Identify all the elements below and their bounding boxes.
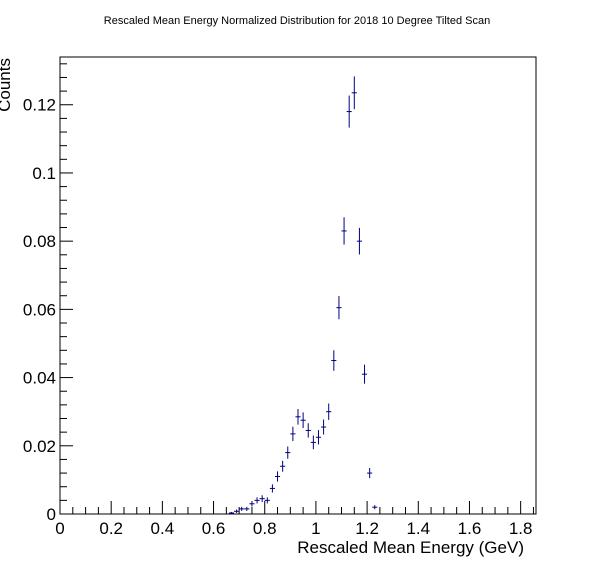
- data-point: [305, 423, 311, 438]
- plot-frame: [59, 56, 537, 515]
- x-tick-label: 0.6: [202, 519, 226, 538]
- x-tick-label: 0.8: [253, 519, 277, 538]
- y-axis-label: Counts: [0, 58, 14, 112]
- data-point: [315, 430, 322, 445]
- data-point: [321, 419, 327, 435]
- data-point: [372, 505, 378, 510]
- data-point: [346, 95, 352, 128]
- x-tick-label: 1.2: [355, 519, 379, 538]
- data-point: [331, 350, 337, 371]
- data-point: [290, 426, 296, 442]
- data-point: [351, 76, 357, 110]
- x-tick-label: 1.4: [406, 519, 430, 538]
- y-tick-label: 0.04: [23, 369, 56, 388]
- data-point: [264, 497, 270, 504]
- x-tick-label: 0: [55, 519, 64, 538]
- y-tick-label: 0.02: [23, 437, 56, 456]
- x-tick-label: 1: [311, 519, 320, 538]
- data-point: [259, 495, 265, 503]
- y-tick-label: 0.1: [32, 164, 56, 183]
- data-points: [228, 76, 378, 514]
- data-point: [295, 408, 301, 425]
- data-point: [285, 446, 291, 459]
- data-point: [361, 364, 368, 384]
- y-tick-label: 0.12: [23, 96, 56, 115]
- data-point: [234, 509, 240, 513]
- x-tick-label: 0.4: [151, 519, 175, 538]
- y-tick-label: 0: [47, 505, 56, 524]
- chart-title: Rescaled Mean Energy Normalized Distribu…: [104, 15, 490, 27]
- x-axis: 0 0.2 0.4 0.6 0.8 1 1.2 1.4 1.6 1.8: [55, 501, 534, 538]
- data-point: [254, 497, 260, 504]
- data-point: [249, 501, 255, 507]
- data-point: [239, 506, 245, 511]
- data-point: [367, 467, 373, 479]
- y-axis: 0 0.02 0.04 0.06 0.08 0.1 0.12: [23, 63, 73, 524]
- x-tick-label: 1.6: [458, 519, 482, 538]
- data-point: [274, 471, 281, 482]
- x-tick-label: 0.2: [99, 519, 123, 538]
- data-point: [244, 506, 250, 511]
- data-point: [326, 403, 332, 420]
- data-point: [356, 227, 362, 255]
- data-point: [310, 435, 316, 450]
- x-tick-label: 1.8: [509, 519, 533, 538]
- data-point: [336, 296, 342, 320]
- x-axis-label: Rescaled Mean Energy (GeV): [297, 538, 524, 557]
- data-point: [300, 412, 306, 429]
- data-point: [228, 511, 235, 514]
- y-tick-label: 0.06: [23, 300, 56, 319]
- data-point: [269, 484, 275, 493]
- y-tick-label: 0.08: [23, 232, 56, 251]
- data-point: [341, 217, 347, 245]
- data-point: [280, 460, 286, 472]
